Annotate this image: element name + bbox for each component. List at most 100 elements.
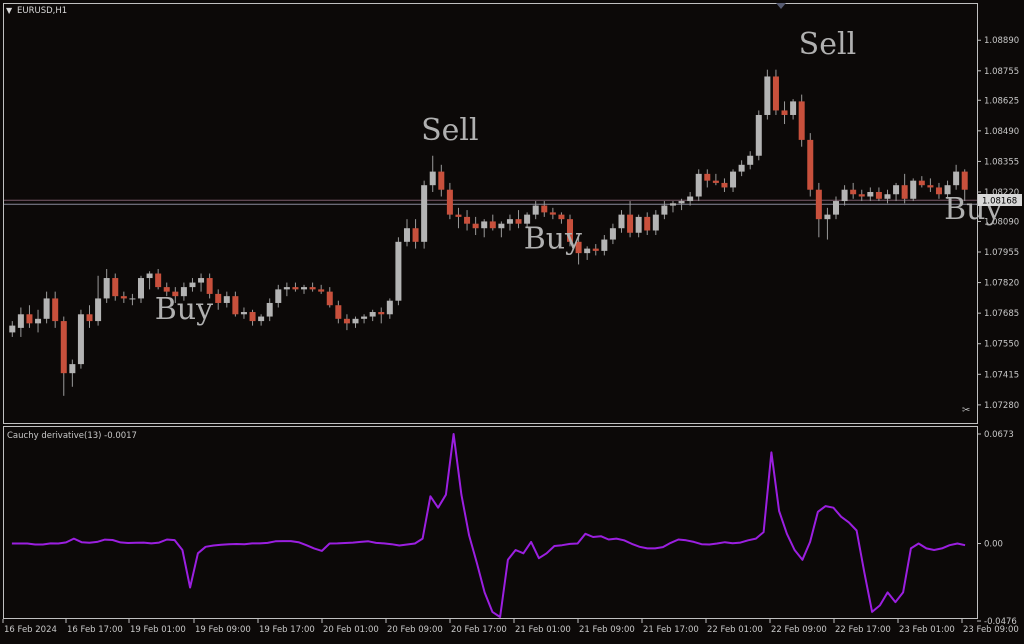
- indicator-line: [11, 433, 966, 618]
- symbol-label: EURUSD,H1: [17, 6, 67, 16]
- candle-bear: [163, 287, 170, 292]
- candle-bull: [395, 241, 402, 301]
- price-tick-label: 1.07280: [984, 401, 1019, 411]
- candle-bull: [103, 278, 110, 299]
- candle-bear: [961, 171, 968, 190]
- candle-bear: [850, 189, 857, 195]
- candle-bear: [326, 291, 333, 306]
- candle-bear: [515, 219, 522, 224]
- candle-bull: [669, 203, 676, 206]
- candle-bear: [455, 214, 462, 217]
- candle-bear: [172, 291, 179, 297]
- candle-bear: [472, 223, 479, 229]
- candle-bear: [232, 296, 239, 315]
- current-price-tag: [978, 194, 1022, 206]
- indicator-tick-label: -0.0476: [984, 617, 1017, 627]
- time-tick-label: 21 Feb 01:00: [515, 625, 571, 635]
- candle-bull: [77, 314, 84, 365]
- candle-bear: [292, 287, 299, 290]
- candle-bull: [910, 180, 917, 199]
- candle-bull: [137, 278, 144, 299]
- candle-bear: [446, 189, 453, 215]
- candle-bull: [833, 201, 840, 215]
- indicator-axis: 0.0673 0.00 -0.0476: [977, 430, 1017, 627]
- candle-bear: [575, 241, 582, 254]
- candle-bull: [421, 185, 428, 242]
- time-tick-label: 19 Feb 01:00: [130, 625, 186, 635]
- candle-bull: [730, 171, 737, 188]
- candle-bear: [309, 287, 316, 290]
- candle-bull: [867, 191, 874, 197]
- price-tick-label: 1.07955: [984, 248, 1019, 258]
- candle-bull: [678, 201, 685, 204]
- price-tick-label: 1.07415: [984, 370, 1019, 380]
- candle-bull: [9, 325, 16, 333]
- candle-bear: [721, 182, 728, 188]
- candle-bull: [17, 314, 24, 328]
- chart-menu-arrow-icon[interactable]: ▼: [6, 6, 13, 15]
- candle-bear: [249, 312, 256, 322]
- candle-bull: [429, 171, 436, 186]
- candle-bull: [369, 312, 376, 317]
- candle-bear: [335, 305, 342, 319]
- time-tick-label: 16 Feb 17:00: [67, 625, 123, 635]
- candle-bear: [318, 289, 325, 292]
- candle-bull: [301, 287, 308, 290]
- candle-bull: [532, 205, 539, 215]
- candle-bear: [489, 221, 496, 229]
- shift-marker-icon[interactable]: [776, 3, 786, 9]
- candle-bear: [704, 173, 711, 181]
- candle-bull: [498, 223, 505, 229]
- candle-bull: [824, 214, 831, 220]
- candle-bear: [378, 312, 385, 315]
- candle-bull: [893, 185, 900, 195]
- candle-bear: [120, 296, 127, 299]
- price-axis: 1.08890 1.08755 1.08625 1.08490 1.08355 1.082…: [4, 36, 1019, 411]
- candle-bear: [858, 194, 865, 197]
- candle-bull: [609, 228, 616, 240]
- time-tick-label: 20 Feb 01:00: [323, 625, 379, 635]
- candle-bear: [901, 185, 908, 199]
- time-tick-label: 21 Feb 09:00: [579, 625, 635, 635]
- candle-bull: [198, 278, 205, 283]
- candle-bull: [69, 364, 76, 374]
- candle-bear: [815, 189, 822, 220]
- candle-bull: [738, 164, 745, 172]
- time-tick-label: 22 Feb 09:00: [771, 625, 827, 635]
- candle-bull: [790, 101, 797, 115]
- candle-bull: [944, 185, 951, 195]
- candle-bull: [386, 300, 393, 315]
- candle-bull: [129, 298, 136, 300]
- candle-bear: [712, 180, 719, 183]
- time-tick-label: 23 Feb 01:00: [899, 625, 955, 635]
- price-panel[interactable]: [3, 3, 978, 424]
- candle-bull: [524, 214, 531, 224]
- time-tick-label: 20 Feb 17:00: [451, 625, 507, 635]
- candle-bull: [180, 287, 187, 297]
- indicator-panel[interactable]: [3, 426, 978, 619]
- scissors-icon[interactable]: ✂: [962, 405, 970, 416]
- time-tick-label: 20 Feb 09:00: [387, 625, 443, 635]
- indicator-tick-label: 0.0673: [984, 430, 1014, 440]
- candle-bear: [918, 180, 925, 186]
- price-tick-label: 1.08890: [984, 36, 1019, 46]
- current-price-label: 1.08168: [982, 197, 1017, 207]
- candle-bull: [652, 214, 659, 231]
- time-tick-label: 21 Feb 17:00: [643, 625, 699, 635]
- price-tick-label: 1.08625: [984, 96, 1019, 106]
- candle-bull: [403, 228, 410, 242]
- candle-bull: [352, 318, 359, 324]
- candle-bull: [601, 239, 608, 251]
- candle-bear: [875, 191, 882, 199]
- time-tick-label: 22 Feb 17:00: [835, 625, 891, 635]
- candle-bear: [935, 187, 942, 195]
- candle-bull: [240, 312, 247, 315]
- candle-bear: [644, 216, 651, 231]
- candle-bear: [86, 314, 93, 322]
- candle-bear: [60, 321, 67, 374]
- candle-bull: [584, 248, 591, 254]
- candle-bear: [438, 171, 445, 190]
- time-axis: 16 Feb 2024 16 Feb 17:00 19 Feb 01:00 19 Fe…: [2, 619, 1019, 635]
